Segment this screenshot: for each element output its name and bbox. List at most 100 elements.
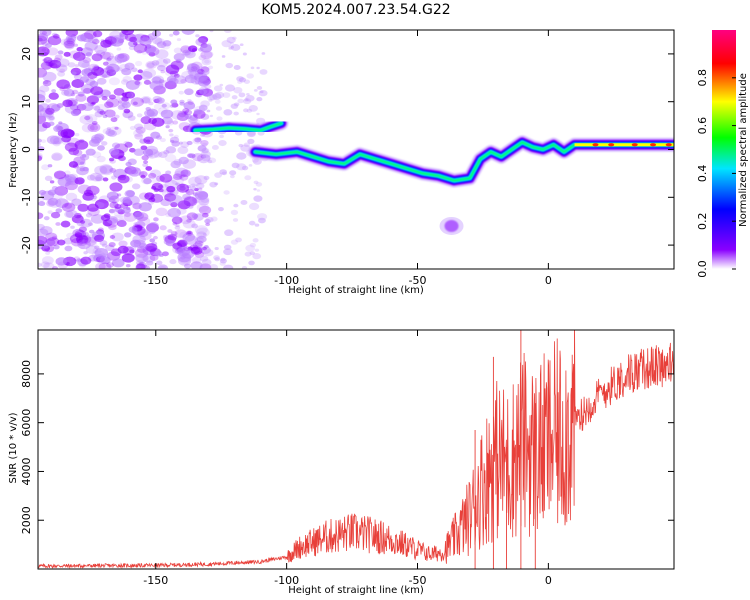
noise-speck: [200, 197, 210, 203]
noise-speck: [129, 36, 138, 43]
noise-speck: [91, 38, 100, 45]
noise-speck: [144, 44, 157, 54]
noise-speck: [109, 182, 123, 192]
noise-speck: [202, 246, 207, 251]
noise-speck: [160, 109, 174, 119]
noise-speck: [42, 71, 57, 82]
noise-speck: [108, 126, 122, 136]
noise-speck: [151, 177, 161, 184]
noise-speck: [85, 213, 93, 218]
noise-speck: [38, 154, 43, 161]
noise-speck: [85, 245, 99, 254]
noise-speck: [127, 167, 142, 177]
noise-speck: [203, 248, 214, 257]
noise-speck: [191, 48, 197, 52]
noise-speck: [118, 155, 124, 159]
spectrogram-xlabel: Height of straight line (km): [288, 285, 424, 296]
noise-speck: [177, 110, 187, 118]
noise-speck: [186, 66, 195, 73]
noise-speck: [54, 54, 63, 60]
noise-speck: [145, 166, 153, 171]
noise-speck: [55, 222, 61, 226]
noise-speck: [49, 59, 62, 69]
noise-speck: [223, 244, 232, 250]
noise-speck: [49, 135, 63, 145]
noise-speck: [122, 196, 131, 203]
noise-speck: [258, 217, 266, 224]
noise-speck: [55, 208, 63, 213]
noise-speck: [94, 248, 109, 258]
noise-speck: [38, 196, 45, 202]
noise-speck: [142, 148, 154, 157]
noise-speck: [193, 105, 206, 115]
noise-speck: [52, 140, 61, 147]
noise-speck: [102, 177, 109, 182]
noise-speck: [45, 43, 52, 48]
noise-speck: [171, 176, 184, 186]
noise-speck: [194, 72, 208, 82]
noise-speck: [145, 243, 158, 252]
noise-speck: [200, 196, 210, 204]
noise-speck: [47, 210, 53, 214]
noise-speck: [142, 68, 157, 78]
noise-speck: [242, 98, 252, 105]
noise-speck: [187, 231, 192, 235]
noise-speck: [191, 61, 203, 70]
hot-core-spot: [650, 143, 657, 147]
noise-speck: [153, 103, 162, 110]
noise-speck: [149, 238, 156, 243]
noise-speck: [45, 251, 51, 255]
figure-title: KOM5.2024.007.23.54.G22: [261, 2, 450, 18]
x-tick-label: -100: [274, 274, 299, 287]
noise-speck: [43, 110, 54, 119]
noise-speck: [106, 98, 120, 108]
noise-speck: [229, 170, 237, 176]
noise-speck: [186, 62, 198, 71]
noise-speck: [191, 213, 199, 219]
noise-speck: [214, 91, 225, 99]
noise-speck: [156, 260, 163, 266]
noise-speck: [238, 92, 246, 98]
noise-speck: [200, 66, 210, 73]
noise-speck: [81, 154, 87, 158]
noise-speck: [67, 62, 76, 68]
noise-speck: [166, 120, 174, 126]
noise-speck: [130, 97, 144, 107]
noise-speck: [184, 74, 197, 84]
noise-speck: [99, 256, 111, 265]
noise-speck: [240, 144, 251, 152]
noise-speck: [87, 71, 98, 79]
spectrogram-hot-core: [574, 143, 674, 147]
noise-speck: [73, 212, 82, 219]
noise-speck: [38, 94, 46, 103]
noise-speck: [199, 88, 208, 95]
noise-speck: [113, 88, 125, 96]
noise-speck: [124, 141, 133, 148]
noise-speck: [96, 155, 106, 163]
noise-speck: [77, 203, 89, 212]
noise-speck: [208, 98, 213, 102]
noise-speck: [51, 89, 57, 93]
noise-speck: [248, 105, 258, 112]
noise-speck: [203, 175, 210, 180]
noise-speck: [81, 123, 95, 133]
noise-speck: [256, 85, 263, 90]
noise-speck: [105, 244, 115, 252]
noise-speck: [182, 193, 191, 201]
noise-speck: [148, 197, 156, 203]
noise-speck: [140, 174, 146, 179]
noise-speck: [168, 77, 179, 85]
snr-xlabel: Height of straight line (km): [288, 585, 424, 596]
noise-speck: [61, 202, 76, 213]
noise-speck: [56, 79, 70, 90]
noise-speck: [135, 263, 146, 269]
noise-speck: [176, 112, 189, 121]
noise-speck: [99, 240, 108, 246]
noise-speck: [110, 71, 116, 76]
noise-speck: [144, 115, 150, 119]
noise-speck: [191, 223, 198, 229]
noise-speck: [68, 147, 80, 156]
noise-speck: [192, 153, 204, 162]
snr-ylabel: SNR (10 * v/v): [8, 412, 19, 483]
noise-speck: [197, 68, 205, 75]
